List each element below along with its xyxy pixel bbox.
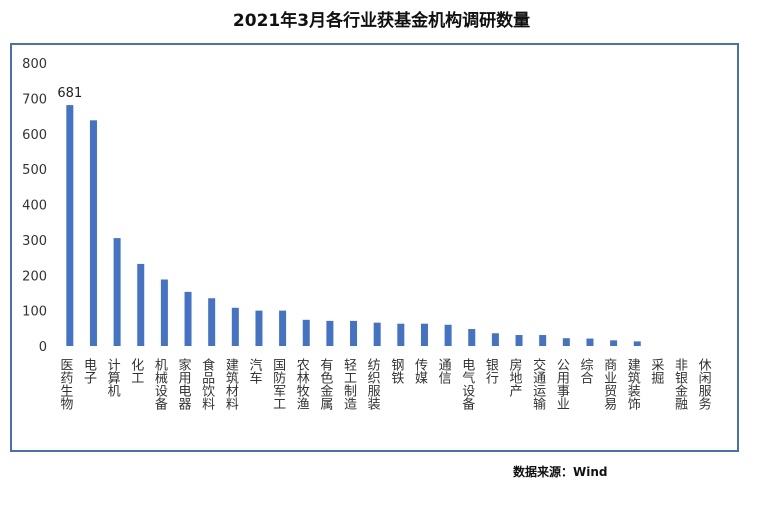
bar [66,105,74,346]
y-tick-label: 0 [39,340,47,355]
x-tick-label: 计算机 [105,358,121,398]
bar [208,298,216,346]
x-tick-label: 采掘 [648,358,664,384]
x-tick-label: 电气设备 [459,358,475,411]
y-tick-label: 100 [22,305,47,320]
y-tick-label: 500 [22,163,47,178]
bar [539,335,547,346]
chart-title: 2021年3月各行业获基金机构调研数量 [232,11,531,31]
bar [610,340,618,346]
x-tick-label: 商业贸易 [601,358,617,411]
y-tick-label: 400 [22,199,47,214]
x-tick-label: 化工 [128,358,144,384]
x-tick-label: 建筑材料 [223,358,239,410]
y-tick-label: 600 [22,128,47,143]
chart-frame [10,43,739,452]
bar [231,307,239,346]
x-tick-label: 建筑装饰 [625,358,641,410]
bar [89,120,97,347]
bar [350,320,358,346]
bar [491,333,499,346]
x-tick-label: 国防军工 [270,358,286,410]
bar [468,329,476,346]
x-tick-label: 轻工制造 [341,358,357,411]
source-note: 数据来源：Wind [513,465,608,479]
y-tick-label: 700 [22,92,47,107]
bar [302,319,310,346]
x-tick-label: 传媒 [412,358,428,384]
x-tick-label: 银行 [483,358,499,385]
x-tick-label: 房地产 [507,357,523,398]
bar [113,238,121,346]
x-tick-label: 非银金融 [672,358,688,410]
x-tick-label: 机械设备 [152,358,168,411]
x-tick-label: 休闲服务 [696,358,712,410]
bar [397,323,405,346]
bar [420,323,428,346]
x-tick-label: 食品饮料 [199,357,215,410]
y-tick-label: 300 [22,234,47,249]
bar [586,338,594,346]
x-tick-label: 电子 [81,358,97,384]
x-tick-label: 纺织服装 [365,358,381,410]
x-tick-label: 农林牧渔 [294,358,310,410]
bar [137,263,145,346]
bar [184,291,192,346]
x-tick-label: 汽车 [246,358,262,384]
bar [562,338,570,346]
y-tick-label: 800 [22,57,47,72]
bar [326,320,334,346]
x-tick-label: 钢铁 [388,358,404,384]
bar [444,324,452,346]
bar [633,341,641,346]
x-tick-label: 综合 [577,358,593,384]
bar [515,335,523,346]
x-tick-label: 有色金属 [317,358,333,411]
x-tick-label: 公用事业 [554,358,570,410]
bar [373,322,381,346]
y-tick-label: 200 [22,269,47,284]
data-label: 681 [57,86,82,101]
bar [255,310,263,346]
x-tick-label: 医药生物 [57,358,73,411]
bar [279,310,287,346]
x-tick-label: 交通运输 [530,357,546,410]
x-tick-label: 通信 [436,358,452,384]
x-tick-label: 家用电器 [176,357,192,411]
bar [160,279,168,346]
